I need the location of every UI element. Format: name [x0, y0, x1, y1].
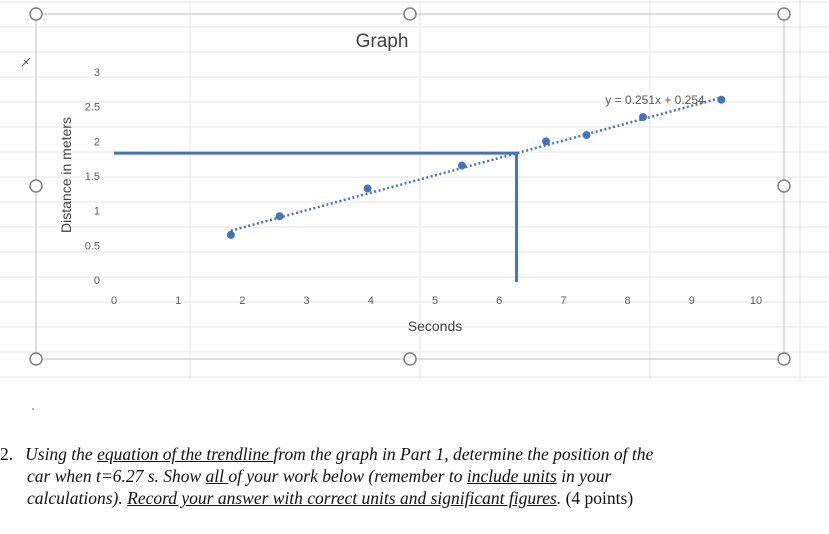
question-text: 2. Using the equation of the trendline fr… — [0, 443, 800, 509]
trendline-path — [230, 96, 722, 232]
y-tick-label: 2 — [94, 136, 100, 148]
data-point — [363, 184, 372, 193]
data-point — [582, 131, 591, 140]
x-tick-label: 4 — [368, 295, 374, 307]
question-underlined-record: Record your answer with correct units an… — [127, 488, 557, 508]
resize-handle-middle-left[interactable] — [29, 179, 43, 193]
annotation-lines — [114, 151, 519, 282]
resize-handle-top-right[interactable] — [777, 7, 791, 21]
resize-handle-top-left[interactable] — [29, 7, 43, 21]
question-underlined-units: include units — [466, 466, 557, 486]
data-point — [275, 212, 284, 221]
x-tick-label: 1 — [175, 295, 181, 307]
question-text-segment: from the graph in Part 1, determine the … — [273, 444, 654, 464]
question-line-2: car when t=6.27 s. Show all of your work… — [0, 465, 800, 487]
question-text-segment: car when t=6.27 s. Show — [27, 466, 206, 486]
question-underlined-all: all — [205, 466, 229, 486]
question-underlined-equation: equation of the trendline — [97, 444, 274, 464]
y-tick-labels: 0 0.5 1 1.5 2 2.5 3 — [85, 67, 100, 287]
selection-handles[interactable] — [29, 7, 791, 366]
y-tick-label: 1.5 — [85, 171, 100, 183]
resize-handle-top-middle[interactable] — [403, 7, 417, 21]
chart-title: Graph — [356, 31, 409, 52]
y-tick-label: 3 — [94, 67, 100, 79]
chart[interactable]: Graph Distance in meters Seconds 0 0.5 1 1.… — [0, 0, 829, 400]
x-axis-label: Seconds — [408, 318, 462, 334]
question-number: 2. — [0, 444, 14, 464]
x-tick-labels: 0 1 2 3 4 5 6 7 8 9 10 — [111, 295, 762, 307]
question-text-segment: Using the — [25, 444, 98, 464]
trendline — [230, 96, 722, 232]
question-text-segment: of your work below (remember to — [228, 466, 467, 486]
x-tick-label: 6 — [496, 295, 502, 307]
anchor-icon — [21, 57, 31, 67]
x-tick-label: 10 — [750, 295, 762, 307]
y-tick-label: 2.5 — [85, 102, 100, 114]
data-point — [542, 137, 551, 146]
data-point — [717, 95, 726, 104]
y-tick-label: 0 — [94, 275, 100, 287]
resize-handle-bottom-left[interactable] — [29, 352, 43, 366]
data-point — [226, 230, 235, 239]
chart-area-border — [35, 13, 785, 360]
resize-handle-middle-right[interactable] — [777, 179, 791, 193]
x-tick-label: 5 — [432, 295, 438, 307]
x-tick-label: 9 — [689, 295, 695, 307]
data-point — [457, 161, 466, 170]
data-points — [226, 95, 726, 239]
y-tick-label: 0.5 — [85, 240, 100, 252]
trendline-equation-label: y = 0.251x + 0.254 — [605, 93, 705, 107]
x-tick-label: 3 — [304, 295, 310, 307]
x-tick-label: 2 — [239, 295, 245, 307]
x-tick-label: 0 — [111, 295, 117, 307]
question-line-1: 2. Using the equation of the trendline fr… — [0, 443, 800, 465]
question-text-segment: calculations). — [27, 488, 128, 508]
data-point — [639, 113, 648, 122]
resize-handle-bottom-middle[interactable] — [403, 352, 417, 366]
question-points: (4 points) — [561, 488, 634, 508]
question-text-segment: in your — [556, 466, 612, 486]
y-tick-label: 1 — [94, 206, 100, 218]
x-tick-label: 8 — [625, 295, 631, 307]
y-axis-label: Distance in meters — [58, 117, 74, 233]
question-text-segment: . — [556, 488, 562, 508]
resize-handle-bottom-right[interactable] — [777, 352, 791, 366]
x-tick-label: 7 — [560, 295, 566, 307]
question-line-3: calculations). Record your answer with c… — [0, 487, 800, 509]
